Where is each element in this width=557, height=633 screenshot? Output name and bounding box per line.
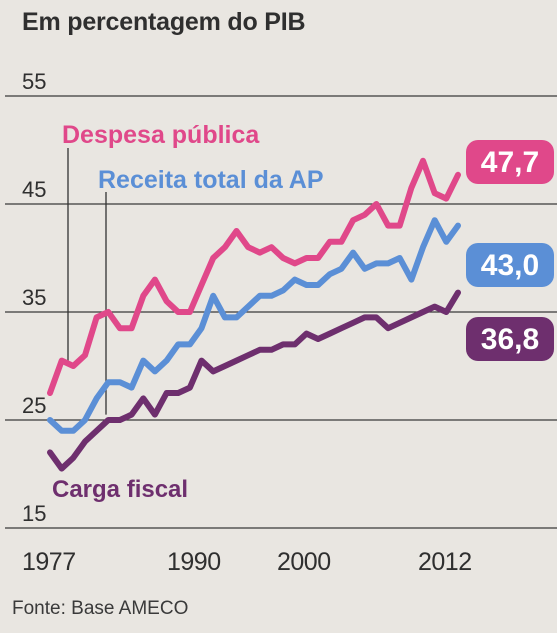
x-tick-label: 1977 [22, 548, 76, 576]
series-name-label: Carga fiscal [52, 476, 188, 503]
series-line-3 [47, 289, 461, 472]
x-tick-label: 1990 [167, 548, 221, 576]
x-tick-label: 2012 [418, 548, 472, 576]
source-note: Fonte: Base AMECO [12, 598, 189, 619]
y-tick-label: 55 [22, 69, 46, 94]
y-tick-label: 15 [22, 501, 46, 526]
series-name-label: Receita total da AP [98, 166, 324, 194]
series-line-2 [47, 217, 461, 434]
series-name-label: Despesa pública [62, 121, 260, 149]
end-value-badge [466, 140, 554, 184]
end-value-badge [466, 243, 554, 287]
end-value-label: 36,8 [481, 323, 539, 356]
y-tick-label: 35 [22, 285, 46, 310]
chart-title: Em percentagem do PIB [22, 8, 306, 36]
end-value-badge [466, 317, 554, 361]
end-value-label: 47,7 [481, 146, 539, 179]
end-value-label: 43,0 [481, 249, 539, 282]
x-tick-label: 2000 [277, 548, 331, 576]
y-tick-label: 45 [22, 177, 46, 202]
series-line-1 [47, 157, 461, 396]
y-tick-label: 25 [22, 393, 46, 418]
